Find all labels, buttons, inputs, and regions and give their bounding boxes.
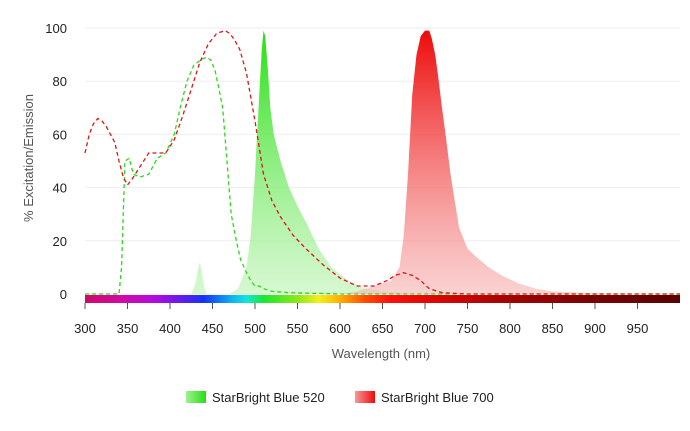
x-tick-label: 650 (372, 321, 394, 336)
x-tick-label: 750 (457, 321, 479, 336)
emission-areas (85, 30, 680, 294)
x-tick-label: 500 (244, 321, 266, 336)
y-axis-ticks: 0 20 40 60 80 100 (45, 21, 67, 302)
y-tick-label: 80 (53, 74, 67, 89)
x-tick-label: 950 (627, 321, 649, 336)
wavelength-color-band (85, 295, 680, 303)
x-tick-label: 800 (499, 321, 521, 336)
x-tick-label: 600 (329, 321, 351, 336)
excitation-lines (84, 29, 680, 295)
y-tick-label: 20 (53, 234, 67, 249)
x-tick-label: 400 (159, 321, 181, 336)
legend: StarBright Blue 520 StarBright Blue 700 (186, 390, 494, 405)
excitation-line-0 (85, 56, 680, 295)
x-tick-label: 900 (584, 321, 606, 336)
x-tick-label: 850 (542, 321, 564, 336)
emission-area-1 (85, 30, 680, 294)
x-axis-ticks: 300 350 400 450 500 550 600 650 700 750 800 850 900 9… (74, 303, 648, 336)
gridlines (85, 27, 680, 295)
legend-label-blue-700: StarBright Blue 700 (381, 390, 494, 405)
excitation-line-1 (84, 29, 680, 295)
legend-label-blue-520: StarBright Blue 520 (212, 390, 325, 405)
y-tick-label: 60 (53, 127, 67, 142)
x-tick-label: 700 (414, 321, 436, 336)
legend-swatch-blue-700 (355, 391, 375, 403)
x-tick-label: 550 (287, 321, 309, 336)
emission-area-0 (85, 30, 680, 294)
legend-item-blue-700[interactable]: StarBright Blue 700 (355, 390, 494, 405)
legend-swatch-blue-520 (186, 391, 206, 403)
y-tick-label: 100 (45, 21, 67, 36)
x-tick-label: 450 (202, 321, 224, 336)
y-tick-label: 0 (60, 287, 67, 302)
x-tick-label: 350 (117, 321, 139, 336)
legend-item-blue-520[interactable]: StarBright Blue 520 (186, 390, 325, 405)
y-axis-title: % Excitation/Emission (21, 94, 36, 222)
x-axis-title: Wavelength (nm) (332, 346, 431, 361)
y-tick-label: 40 (53, 181, 67, 196)
x-tick-label: 300 (74, 321, 96, 336)
